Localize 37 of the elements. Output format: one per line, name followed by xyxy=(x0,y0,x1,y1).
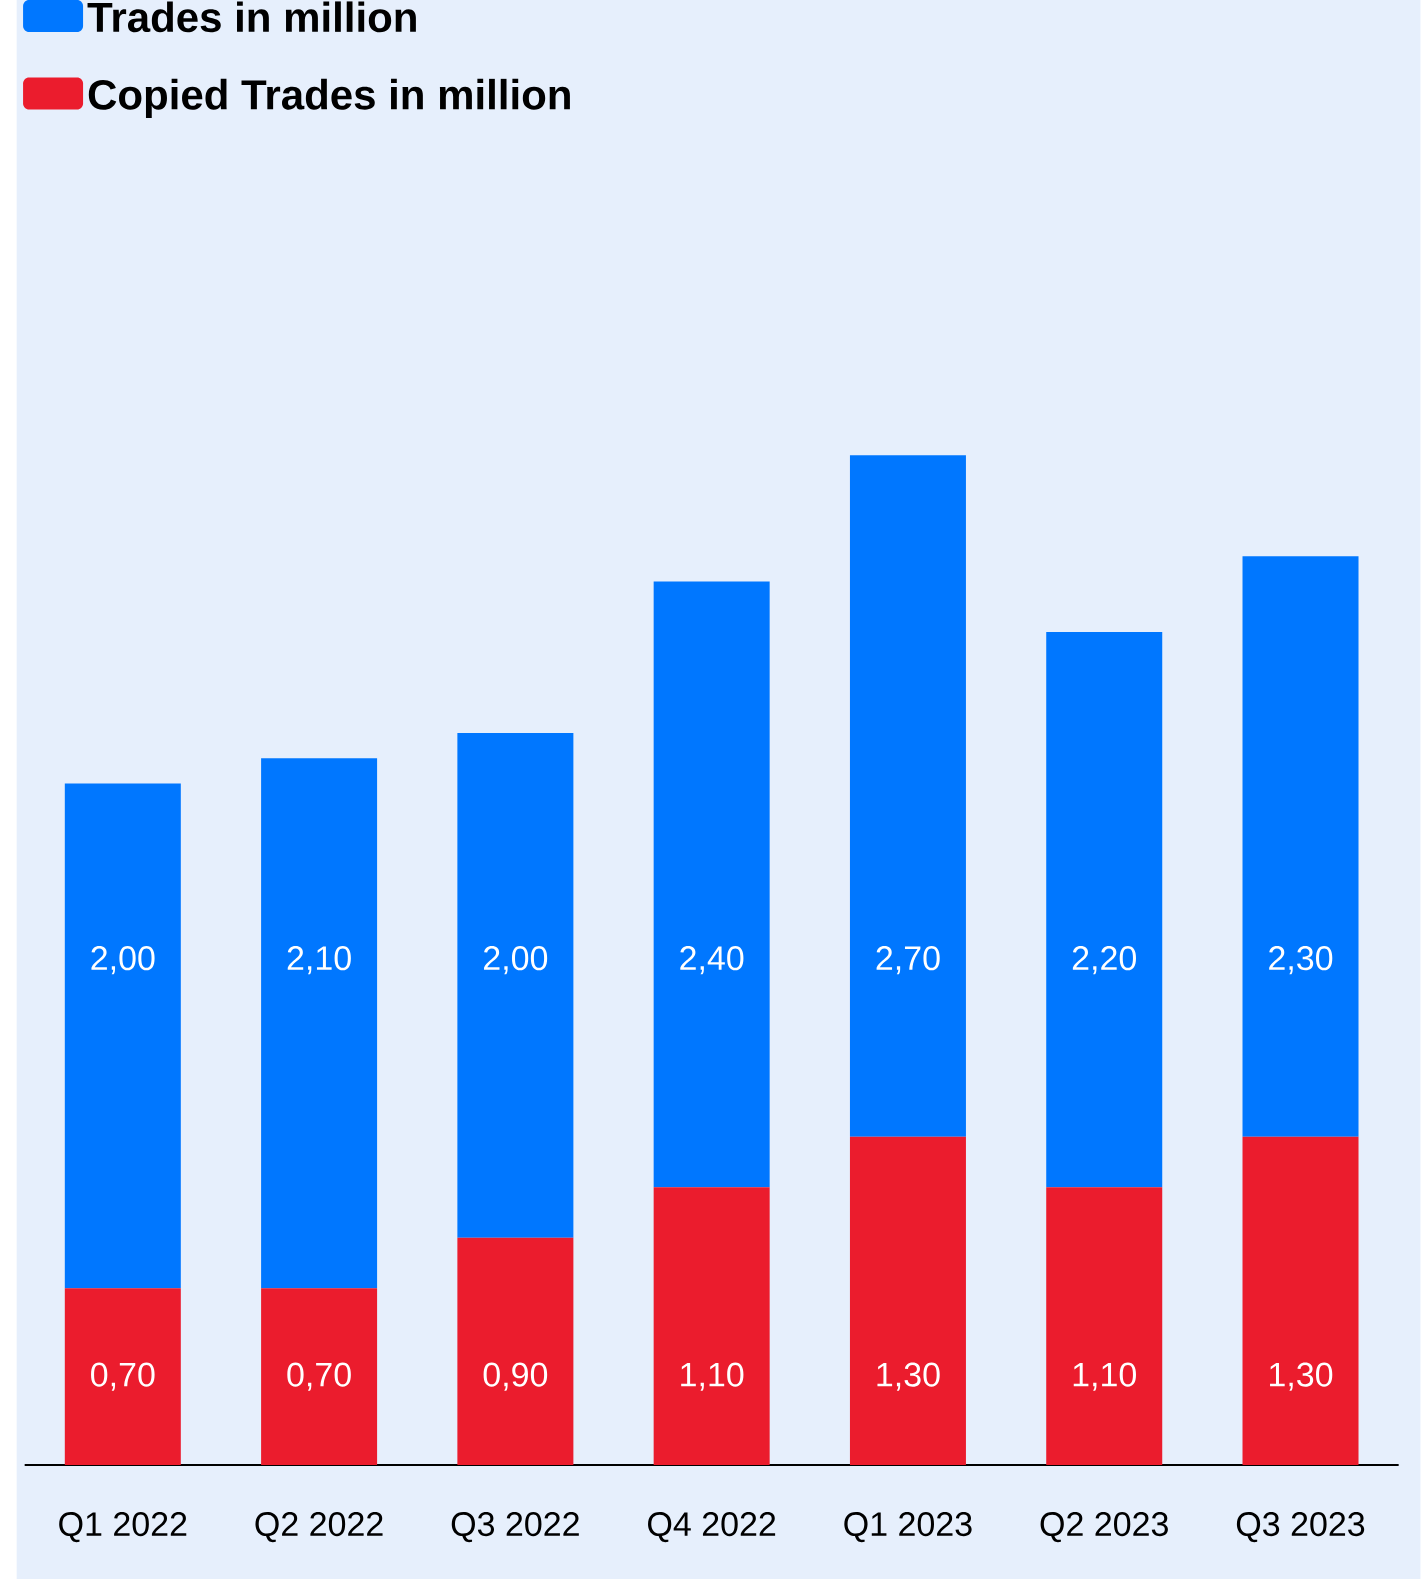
bar xyxy=(653,1187,770,1465)
bar xyxy=(850,1136,967,1465)
data-label: 2,70 xyxy=(876,946,940,975)
data-label: 1,10 xyxy=(681,1362,744,1391)
x-tick-label: Q2 2023 xyxy=(1040,1512,1169,1543)
bar xyxy=(457,733,574,1238)
legend-label: Copied Trades in million xyxy=(88,78,571,118)
data-label: 0,70 xyxy=(287,1362,352,1391)
x-tick-label: Q4 2022 xyxy=(648,1512,776,1543)
bar xyxy=(1242,1136,1359,1465)
x-tick-label: Q1 2023 xyxy=(844,1512,972,1543)
bar xyxy=(64,1288,181,1465)
data-label: 2,10 xyxy=(287,946,352,975)
data-label: 2,00 xyxy=(484,946,548,975)
data-label: 0,70 xyxy=(91,1362,155,1391)
data-label: 2,40 xyxy=(680,946,744,975)
data-label: 1,30 xyxy=(877,1362,940,1391)
data-label: 1,30 xyxy=(1270,1362,1333,1391)
data-label: 1,10 xyxy=(1073,1362,1137,1391)
bar xyxy=(1046,1187,1163,1465)
bar xyxy=(457,1237,574,1465)
x-tick-label: Q3 2022 xyxy=(451,1512,580,1543)
data-label: 2,20 xyxy=(1073,946,1137,975)
bar xyxy=(261,1288,378,1465)
data-label: 2,00 xyxy=(91,946,155,975)
bar xyxy=(653,581,770,1188)
bar xyxy=(850,455,967,1137)
data-label: 0,90 xyxy=(483,1362,548,1391)
x-tick-label: Q1 2022 xyxy=(59,1512,187,1543)
x-tick-label: Q2 2022 xyxy=(255,1512,383,1543)
x-tick-label: Q3 2023 xyxy=(1237,1512,1365,1543)
data-label: 2,30 xyxy=(1269,946,1333,975)
legend-label: Trades in million xyxy=(87,1,417,33)
bar xyxy=(1046,632,1163,1188)
bar xyxy=(64,783,181,1289)
bar xyxy=(261,758,378,1289)
bar xyxy=(1242,556,1359,1137)
